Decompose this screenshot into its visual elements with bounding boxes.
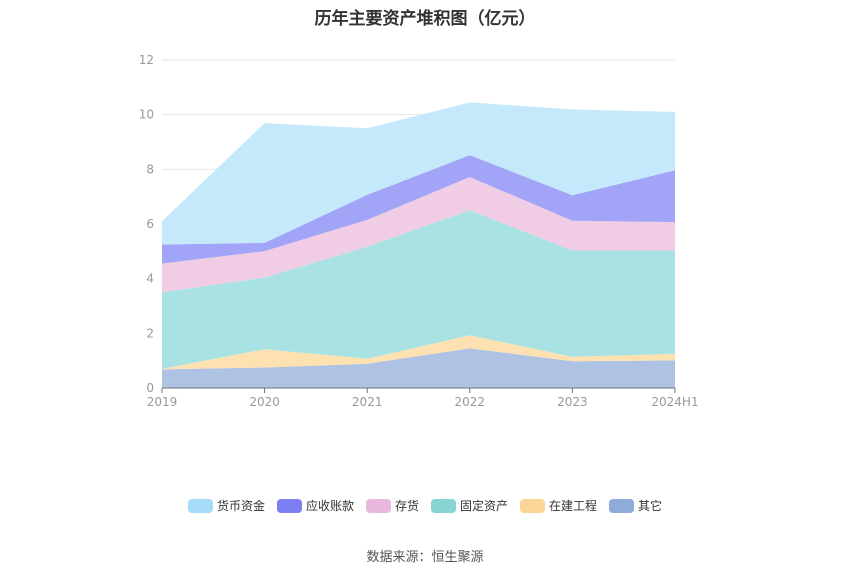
source-note: 数据来源：恒生聚源 xyxy=(366,550,484,565)
y-tick-label: 12 xyxy=(139,53,154,67)
legend-label: 存货 xyxy=(394,499,419,513)
x-tick-label: 2022 xyxy=(455,395,486,409)
legend: 货币资金 应收账款 存货 固定资产 在建工程 其它 xyxy=(0,497,850,514)
legend-item[interactable]: 货币资金 xyxy=(187,497,265,514)
x-tick-label: 2020 xyxy=(249,395,280,409)
y-tick-label: 4 xyxy=(146,272,154,286)
legend-swatch xyxy=(276,498,302,513)
area-固定资产 xyxy=(162,210,675,369)
x-tick-label: 2021 xyxy=(352,395,383,409)
axis-layer: 0 2 4 6 8 10 12 2019 2020 2021 2022 2023 2024H1 xyxy=(139,53,699,409)
y-tick-label: 0 xyxy=(146,381,154,395)
area-货币资金 xyxy=(162,102,675,245)
y-tick-label: 8 xyxy=(146,162,154,176)
legend-item[interactable]: 应收账款 xyxy=(276,497,354,514)
legend-swatch xyxy=(187,498,213,513)
area-layer xyxy=(162,102,675,388)
legend-label: 其它 xyxy=(638,499,663,513)
x-tick-label: 2023 xyxy=(557,395,588,409)
legend-label: 固定资产 xyxy=(460,499,509,513)
x-tick-label: 2019 xyxy=(147,395,178,409)
area-其它 xyxy=(162,348,675,388)
legend-label: 在建工程 xyxy=(549,499,598,513)
y-tick-label: 2 xyxy=(146,326,154,340)
area-在建工程 xyxy=(162,335,675,370)
legend-swatch xyxy=(520,498,546,513)
y-tick-label: 6 xyxy=(146,217,154,231)
legend-swatch xyxy=(609,498,635,513)
legend-swatch xyxy=(431,498,456,513)
legend-item[interactable]: 其它 xyxy=(609,497,662,514)
legend-label: 应收账款 xyxy=(305,499,354,513)
legend-label: 货币资金 xyxy=(216,499,265,513)
area-存货 xyxy=(162,177,675,293)
legend-swatch xyxy=(365,498,391,513)
legend-item[interactable]: 存货 xyxy=(365,497,419,514)
area-应收账款 xyxy=(162,155,675,264)
stacked-area-chart: 0 2 4 6 8 10 12 2019 2020 2021 2022 2023 2024H1 xyxy=(139,53,699,409)
x-tick-label: 2024H1 xyxy=(651,395,698,409)
chart-title: 历年主要资产堆积图（亿元） xyxy=(314,9,536,29)
legend-item[interactable]: 在建工程 xyxy=(520,497,597,514)
y-tick-label: 10 xyxy=(139,108,154,122)
legend-item[interactable]: 固定资产 xyxy=(431,497,508,514)
